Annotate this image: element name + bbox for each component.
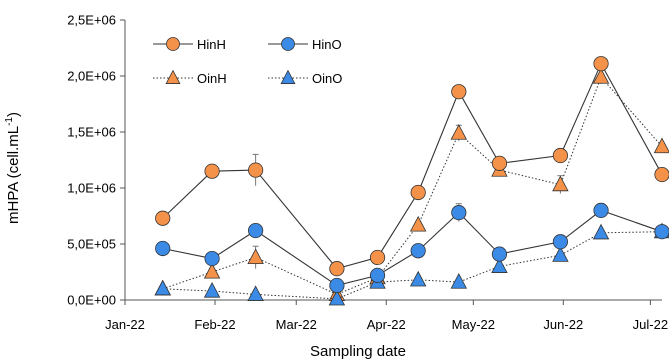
data-point [247,248,264,264]
data-point [203,262,221,279]
x-tick-label: Apr-22 [367,317,406,332]
x-tick-label: Jul-22 [633,317,668,332]
data-point [592,68,610,84]
series-OinO [154,222,669,306]
x-axis-title: Sampling date [310,343,406,360]
data-point [410,184,426,201]
y-axis-title: mHPA (cell.mL-1) [4,112,22,224]
data-point [491,257,508,273]
data-point [155,240,171,257]
y-tick-label: 5,0E+05 [67,237,116,252]
legend-marker [281,37,295,51]
legend-marker [280,69,296,84]
data-point [329,261,345,277]
data-point [369,267,386,283]
series-OinH [154,68,669,301]
data-point [552,234,569,250]
data-point [653,137,669,154]
data-point [203,281,221,298]
y-tick-label: 0,0E+00 [67,293,116,308]
x-tick-label: Feb-22 [194,317,235,332]
data-point [491,155,508,171]
y-tick-label: 1,5E+06 [67,125,116,140]
series-HinO [155,202,669,294]
series-layer [154,56,669,306]
data-point [552,147,569,164]
x-tick-label: Mar-22 [276,317,317,332]
y-axis-ticks: 0,0E+00 5,0E+05 1,0E+06 1,5E+06 2,0E+06 2,5E+… [67,13,125,308]
data-point [451,205,467,221]
data-point [409,270,427,287]
data-point [552,246,569,262]
data-point [450,124,468,140]
x-tick-label: May-22 [452,317,495,332]
legend-item-OinO: OinO [268,69,342,86]
legend-label: OinO [312,71,342,86]
legend-item-HinO: HinO [268,37,342,52]
x-tick-label: Jan-22 [105,317,145,332]
series-line [162,62,663,270]
data-point [328,289,346,306]
legend-marker [165,69,181,84]
legend: HinH HinO OinH OinO [153,37,342,86]
data-point [450,273,468,289]
x-axis-ticks: Jan-22 Feb-22 Mar-22 Apr-22 May-22 Jun-22 Jul-… [105,300,668,332]
data-point [155,210,171,226]
data-point [491,246,508,262]
data-point [204,163,220,179]
data-point [654,166,669,183]
data-point [248,222,264,239]
data-point [593,56,609,72]
data-point [154,279,171,296]
y-axis-title-end: ) [5,112,22,117]
legend-item-OinH: OinH [153,69,227,86]
data-point [409,215,427,232]
x-tick-label: Jun-22 [543,317,583,332]
data-point [369,249,386,266]
y-axis-title-main: mHPA (cell.mL [5,126,22,224]
legend-marker [166,37,180,51]
legend-item-HinH: HinH [153,37,226,52]
y-tick-label: 2,5E+06 [67,13,116,28]
data-point [248,162,264,178]
data-point [247,285,264,301]
data-point [329,277,345,294]
y-tick-label: 1,0E+06 [67,181,116,196]
y-tick-label: 2,0E+06 [67,69,116,84]
y-axis-title-superscript: -1 [4,117,15,126]
legend-label: OinH [197,71,227,86]
data-point [593,202,609,218]
legend-label: HinH [197,37,226,52]
data-point [592,223,610,240]
data-point [451,84,467,100]
series-line [162,76,663,295]
series-HinH [155,56,669,277]
data-point [204,250,220,267]
legend-label: HinO [312,37,342,52]
data-point [410,243,426,259]
data-point [552,175,569,192]
data-point [654,224,669,240]
